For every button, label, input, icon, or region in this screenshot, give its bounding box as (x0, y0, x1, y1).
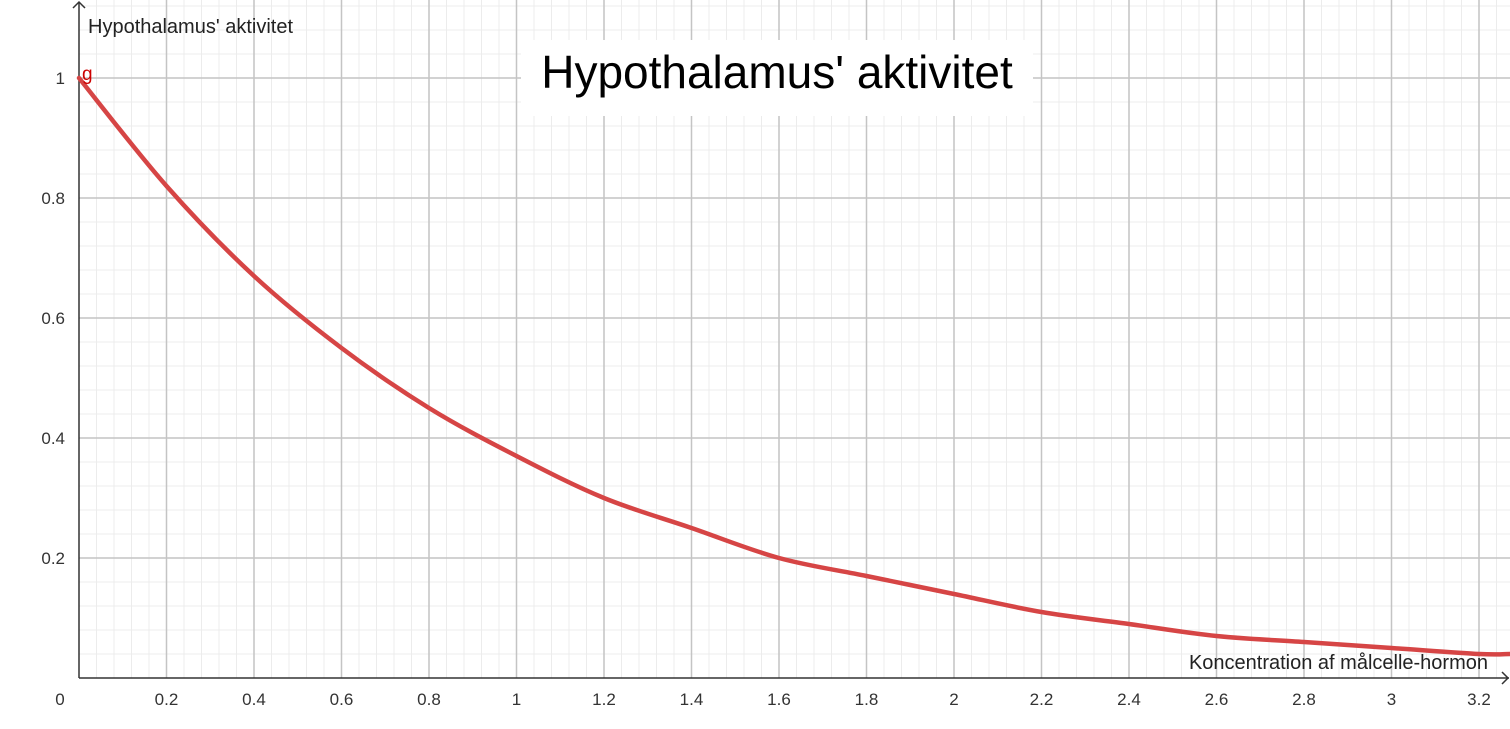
minor-grid (79, 0, 1510, 678)
y-axis-arrow-icon (72, 0, 86, 9)
x-tick-label: 0.2 (155, 690, 179, 709)
axes (72, 0, 1510, 685)
tick-labels: 0.2 0.4 0.6 0.8 1 1.2 1.4 1.6 1.8 2 2.2 2.4 2.6 2.8 3 3… (41, 69, 1490, 709)
x-tick-label: 2.4 (1117, 690, 1141, 709)
x-tick-label: 1.8 (855, 690, 879, 709)
y-tick-label: 0.2 (41, 549, 65, 568)
origin-label: 0 (55, 690, 64, 709)
series-line (76, 75, 1510, 657)
series-layer (76, 75, 1510, 657)
x-tick-label: 0.4 (242, 690, 266, 709)
chart-title: Hypothalamus' aktivitet (541, 46, 1013, 98)
y-tick-label: 0.8 (41, 189, 65, 208)
x-tick-label: 2.8 (1292, 690, 1316, 709)
title-background (521, 40, 1033, 116)
x-tick-label: 0.8 (417, 690, 441, 709)
y-axis-label: Hypothalamus' aktivitet (88, 16, 293, 38)
x-tick-label: 1.2 (592, 690, 616, 709)
x-tick-label: 2.6 (1205, 690, 1229, 709)
x-tick-label: 2 (949, 690, 958, 709)
x-tick-label: 1 (512, 690, 521, 709)
x-tick-label: 3.2 (1467, 690, 1491, 709)
x-tick-label: 2.2 (1030, 690, 1054, 709)
x-tick-label: 1.4 (680, 690, 704, 709)
x-axis-arrow-icon (1501, 671, 1510, 685)
function-label: g (82, 64, 93, 85)
y-tick-label: 0.4 (41, 429, 65, 448)
x-tick-label: 1.6 (767, 690, 791, 709)
y-tick-label: 1 (56, 69, 65, 88)
y-tick-label: 0.6 (41, 309, 65, 328)
x-axis-label: Koncentration af målcelle-hormon (1189, 652, 1488, 674)
chart-title-box: Hypothalamus' aktivitet (521, 40, 1033, 116)
x-tick-label: 3 (1387, 690, 1396, 709)
x-tick-label: 0.6 (330, 690, 354, 709)
